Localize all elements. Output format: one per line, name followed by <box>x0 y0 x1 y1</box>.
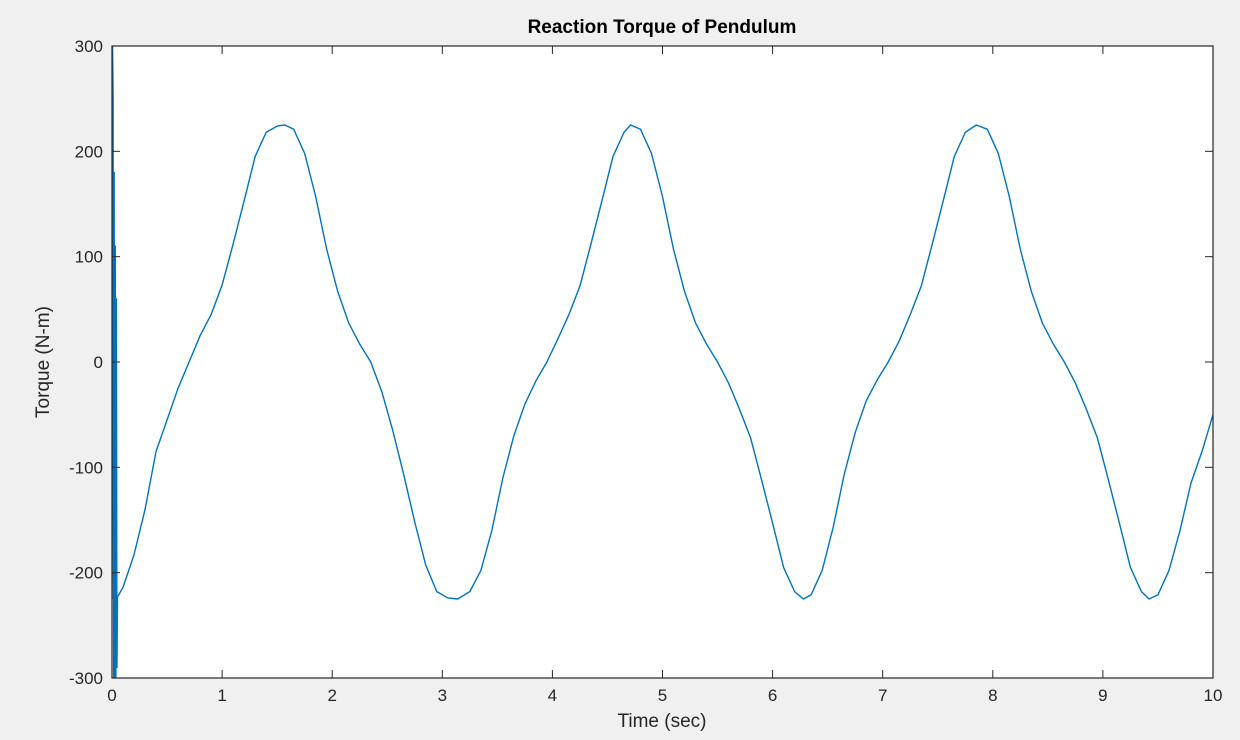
axes-box <box>111 45 1214 679</box>
plot-area <box>112 46 1213 678</box>
x-tick-label: 6 <box>768 686 777 705</box>
x-tick-label: 7 <box>878 686 887 705</box>
series-layer <box>112 46 1213 678</box>
y-tick-labels: -300 -200 -100 0 100 200 300 <box>69 37 103 688</box>
y-tick-label: -200 <box>69 564 103 583</box>
x-tick-label: 4 <box>548 686 557 705</box>
chart-title: Reaction Torque of Pendulum <box>528 17 797 38</box>
series-line-1 <box>112 46 1213 678</box>
y-tick-label: 100 <box>75 248 103 267</box>
x-tick-label: 9 <box>1098 686 1107 705</box>
y-tick-label: 0 <box>94 353 103 372</box>
y-tick-label: 300 <box>75 37 103 56</box>
x-tick-label: 0 <box>107 686 116 705</box>
y-tick-label: 200 <box>75 142 103 161</box>
x-tick-label: 2 <box>327 686 336 705</box>
x-tick-label: 5 <box>658 686 667 705</box>
y-tick-label: -100 <box>69 458 103 477</box>
x-tick-label: 10 <box>1204 686 1223 705</box>
x-axis-label: Time (sec) <box>617 711 706 732</box>
x-tick-label: 8 <box>988 686 997 705</box>
x-tick-labels: 0 1 2 3 4 5 6 7 8 9 10 <box>107 686 1222 705</box>
x-tick-label: 1 <box>217 686 226 705</box>
x-tick-label: 3 <box>438 686 447 705</box>
y-tick-label: -300 <box>69 669 103 688</box>
y-axis-label: Torque (N-m) <box>33 306 54 418</box>
